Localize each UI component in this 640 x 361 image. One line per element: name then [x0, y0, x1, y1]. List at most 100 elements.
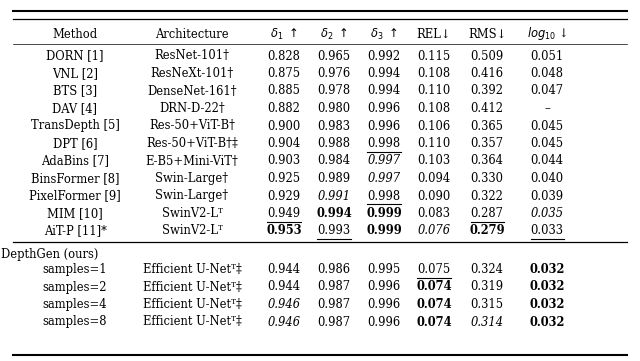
Text: E-B5+Mini-ViT†: E-B5+Mini-ViT†	[145, 155, 239, 168]
Text: 0.996: 0.996	[367, 280, 401, 293]
Text: 0.965: 0.965	[317, 49, 351, 62]
Text: 0.090: 0.090	[417, 190, 451, 203]
Text: 0.993: 0.993	[317, 225, 351, 238]
Text: Efficient U-Netᵀ‡: Efficient U-Netᵀ‡	[143, 263, 241, 276]
Text: Res-50+ViT-B†‡: Res-50+ViT-B†‡	[146, 137, 238, 150]
Text: VNL [2]: VNL [2]	[52, 67, 98, 80]
Text: 0.045: 0.045	[531, 137, 564, 150]
Text: –: –	[544, 102, 550, 115]
Text: 0.051: 0.051	[531, 49, 564, 62]
Text: 0.988: 0.988	[317, 137, 351, 150]
Text: 0.994: 0.994	[367, 84, 401, 97]
Text: SwinV2-Lᵀ: SwinV2-Lᵀ	[161, 225, 223, 238]
Text: PixelFormer [9]: PixelFormer [9]	[29, 190, 121, 203]
Text: 0.904: 0.904	[268, 137, 301, 150]
Text: 0.330: 0.330	[470, 172, 504, 185]
Text: Res-50+ViT-B†: Res-50+ViT-B†	[149, 119, 235, 132]
Text: 0.032: 0.032	[529, 280, 564, 293]
Text: AdaBins [7]: AdaBins [7]	[41, 155, 109, 168]
Text: Efficient U-Netᵀ‡: Efficient U-Netᵀ‡	[143, 280, 241, 293]
Text: 0.980: 0.980	[317, 102, 351, 115]
Text: 0.986: 0.986	[317, 263, 351, 276]
Text: 0.287: 0.287	[470, 207, 504, 220]
Text: 0.978: 0.978	[317, 84, 351, 97]
Text: 0.998: 0.998	[367, 137, 401, 150]
Text: 0.925: 0.925	[268, 172, 301, 185]
Text: 0.987: 0.987	[317, 280, 351, 293]
Text: 0.995: 0.995	[367, 263, 401, 276]
Text: samples=4: samples=4	[43, 298, 108, 311]
Text: Swin-Large†: Swin-Large†	[156, 172, 228, 185]
Text: $\delta_1$ $\uparrow$: $\delta_1$ $\uparrow$	[270, 26, 298, 42]
Text: 0.994: 0.994	[367, 67, 401, 80]
Text: 0.094: 0.094	[417, 172, 451, 185]
Text: RMS↓: RMS↓	[468, 27, 506, 40]
Text: 0.996: 0.996	[367, 119, 401, 132]
Text: 0.987: 0.987	[317, 316, 351, 329]
Text: DAV [4]: DAV [4]	[52, 102, 97, 115]
Text: 0.045: 0.045	[531, 119, 564, 132]
Text: 0.032: 0.032	[529, 316, 564, 329]
Text: 0.047: 0.047	[531, 84, 564, 97]
Text: 0.997: 0.997	[367, 172, 401, 185]
Text: DPT [6]: DPT [6]	[52, 137, 97, 150]
Text: 0.997: 0.997	[367, 155, 401, 168]
Text: 0.040: 0.040	[531, 172, 564, 185]
Text: 0.039: 0.039	[531, 190, 564, 203]
Text: 0.882: 0.882	[268, 102, 300, 115]
Text: 0.992: 0.992	[367, 49, 401, 62]
Text: 0.900: 0.900	[268, 119, 301, 132]
Text: 0.110: 0.110	[417, 137, 451, 150]
Text: 0.989: 0.989	[317, 172, 351, 185]
Text: 0.416: 0.416	[470, 67, 504, 80]
Text: SwinV2-Lᵀ: SwinV2-Lᵀ	[161, 207, 223, 220]
Text: TransDepth [5]: TransDepth [5]	[31, 119, 120, 132]
Text: 0.983: 0.983	[317, 119, 351, 132]
Text: 0.324: 0.324	[470, 263, 504, 276]
Text: 0.953: 0.953	[266, 225, 302, 238]
Text: samples=2: samples=2	[43, 280, 108, 293]
Text: 0.929: 0.929	[268, 190, 301, 203]
Text: 0.319: 0.319	[470, 280, 504, 293]
Text: 0.314: 0.314	[470, 316, 504, 329]
Text: 0.108: 0.108	[417, 67, 451, 80]
Text: samples=1: samples=1	[43, 263, 108, 276]
Text: 0.903: 0.903	[268, 155, 301, 168]
Text: 0.108: 0.108	[417, 102, 451, 115]
Text: 0.048: 0.048	[531, 67, 563, 80]
Text: ResNet-101†: ResNet-101†	[154, 49, 230, 62]
Text: $\delta_2$ $\uparrow$: $\delta_2$ $\uparrow$	[320, 26, 348, 42]
Text: 0.115: 0.115	[417, 49, 451, 62]
Text: 0.509: 0.509	[470, 49, 504, 62]
Text: 0.035: 0.035	[531, 207, 564, 220]
Text: 0.999: 0.999	[366, 225, 402, 238]
Text: 0.075: 0.075	[417, 263, 451, 276]
Text: Architecture: Architecture	[155, 27, 229, 40]
Text: DenseNet-161†: DenseNet-161†	[147, 84, 237, 97]
Text: 0.103: 0.103	[417, 155, 451, 168]
Text: 0.110: 0.110	[417, 84, 451, 97]
Text: $\delta_3$ $\uparrow$: $\delta_3$ $\uparrow$	[370, 26, 398, 42]
Text: 0.944: 0.944	[268, 280, 301, 293]
Text: 0.999: 0.999	[366, 207, 402, 220]
Text: BTS [3]: BTS [3]	[53, 84, 97, 97]
Text: 0.976: 0.976	[317, 67, 351, 80]
Text: 0.322: 0.322	[470, 190, 504, 203]
Text: 0.991: 0.991	[317, 190, 351, 203]
Text: 0.996: 0.996	[367, 298, 401, 311]
Text: 0.315: 0.315	[470, 298, 504, 311]
Text: BinsFormer [8]: BinsFormer [8]	[31, 172, 119, 185]
Text: DORN [1]: DORN [1]	[46, 49, 104, 62]
Text: 0.946: 0.946	[268, 298, 301, 311]
Text: 0.364: 0.364	[470, 155, 504, 168]
Text: 0.987: 0.987	[317, 298, 351, 311]
Text: 0.032: 0.032	[529, 298, 564, 311]
Text: 0.032: 0.032	[529, 263, 564, 276]
Text: 0.885: 0.885	[268, 84, 301, 97]
Text: 0.996: 0.996	[367, 102, 401, 115]
Text: MIM [10]: MIM [10]	[47, 207, 103, 220]
Text: 0.106: 0.106	[417, 119, 451, 132]
Text: 0.357: 0.357	[470, 137, 504, 150]
Text: 0.828: 0.828	[268, 49, 300, 62]
Text: 0.074: 0.074	[416, 298, 452, 311]
